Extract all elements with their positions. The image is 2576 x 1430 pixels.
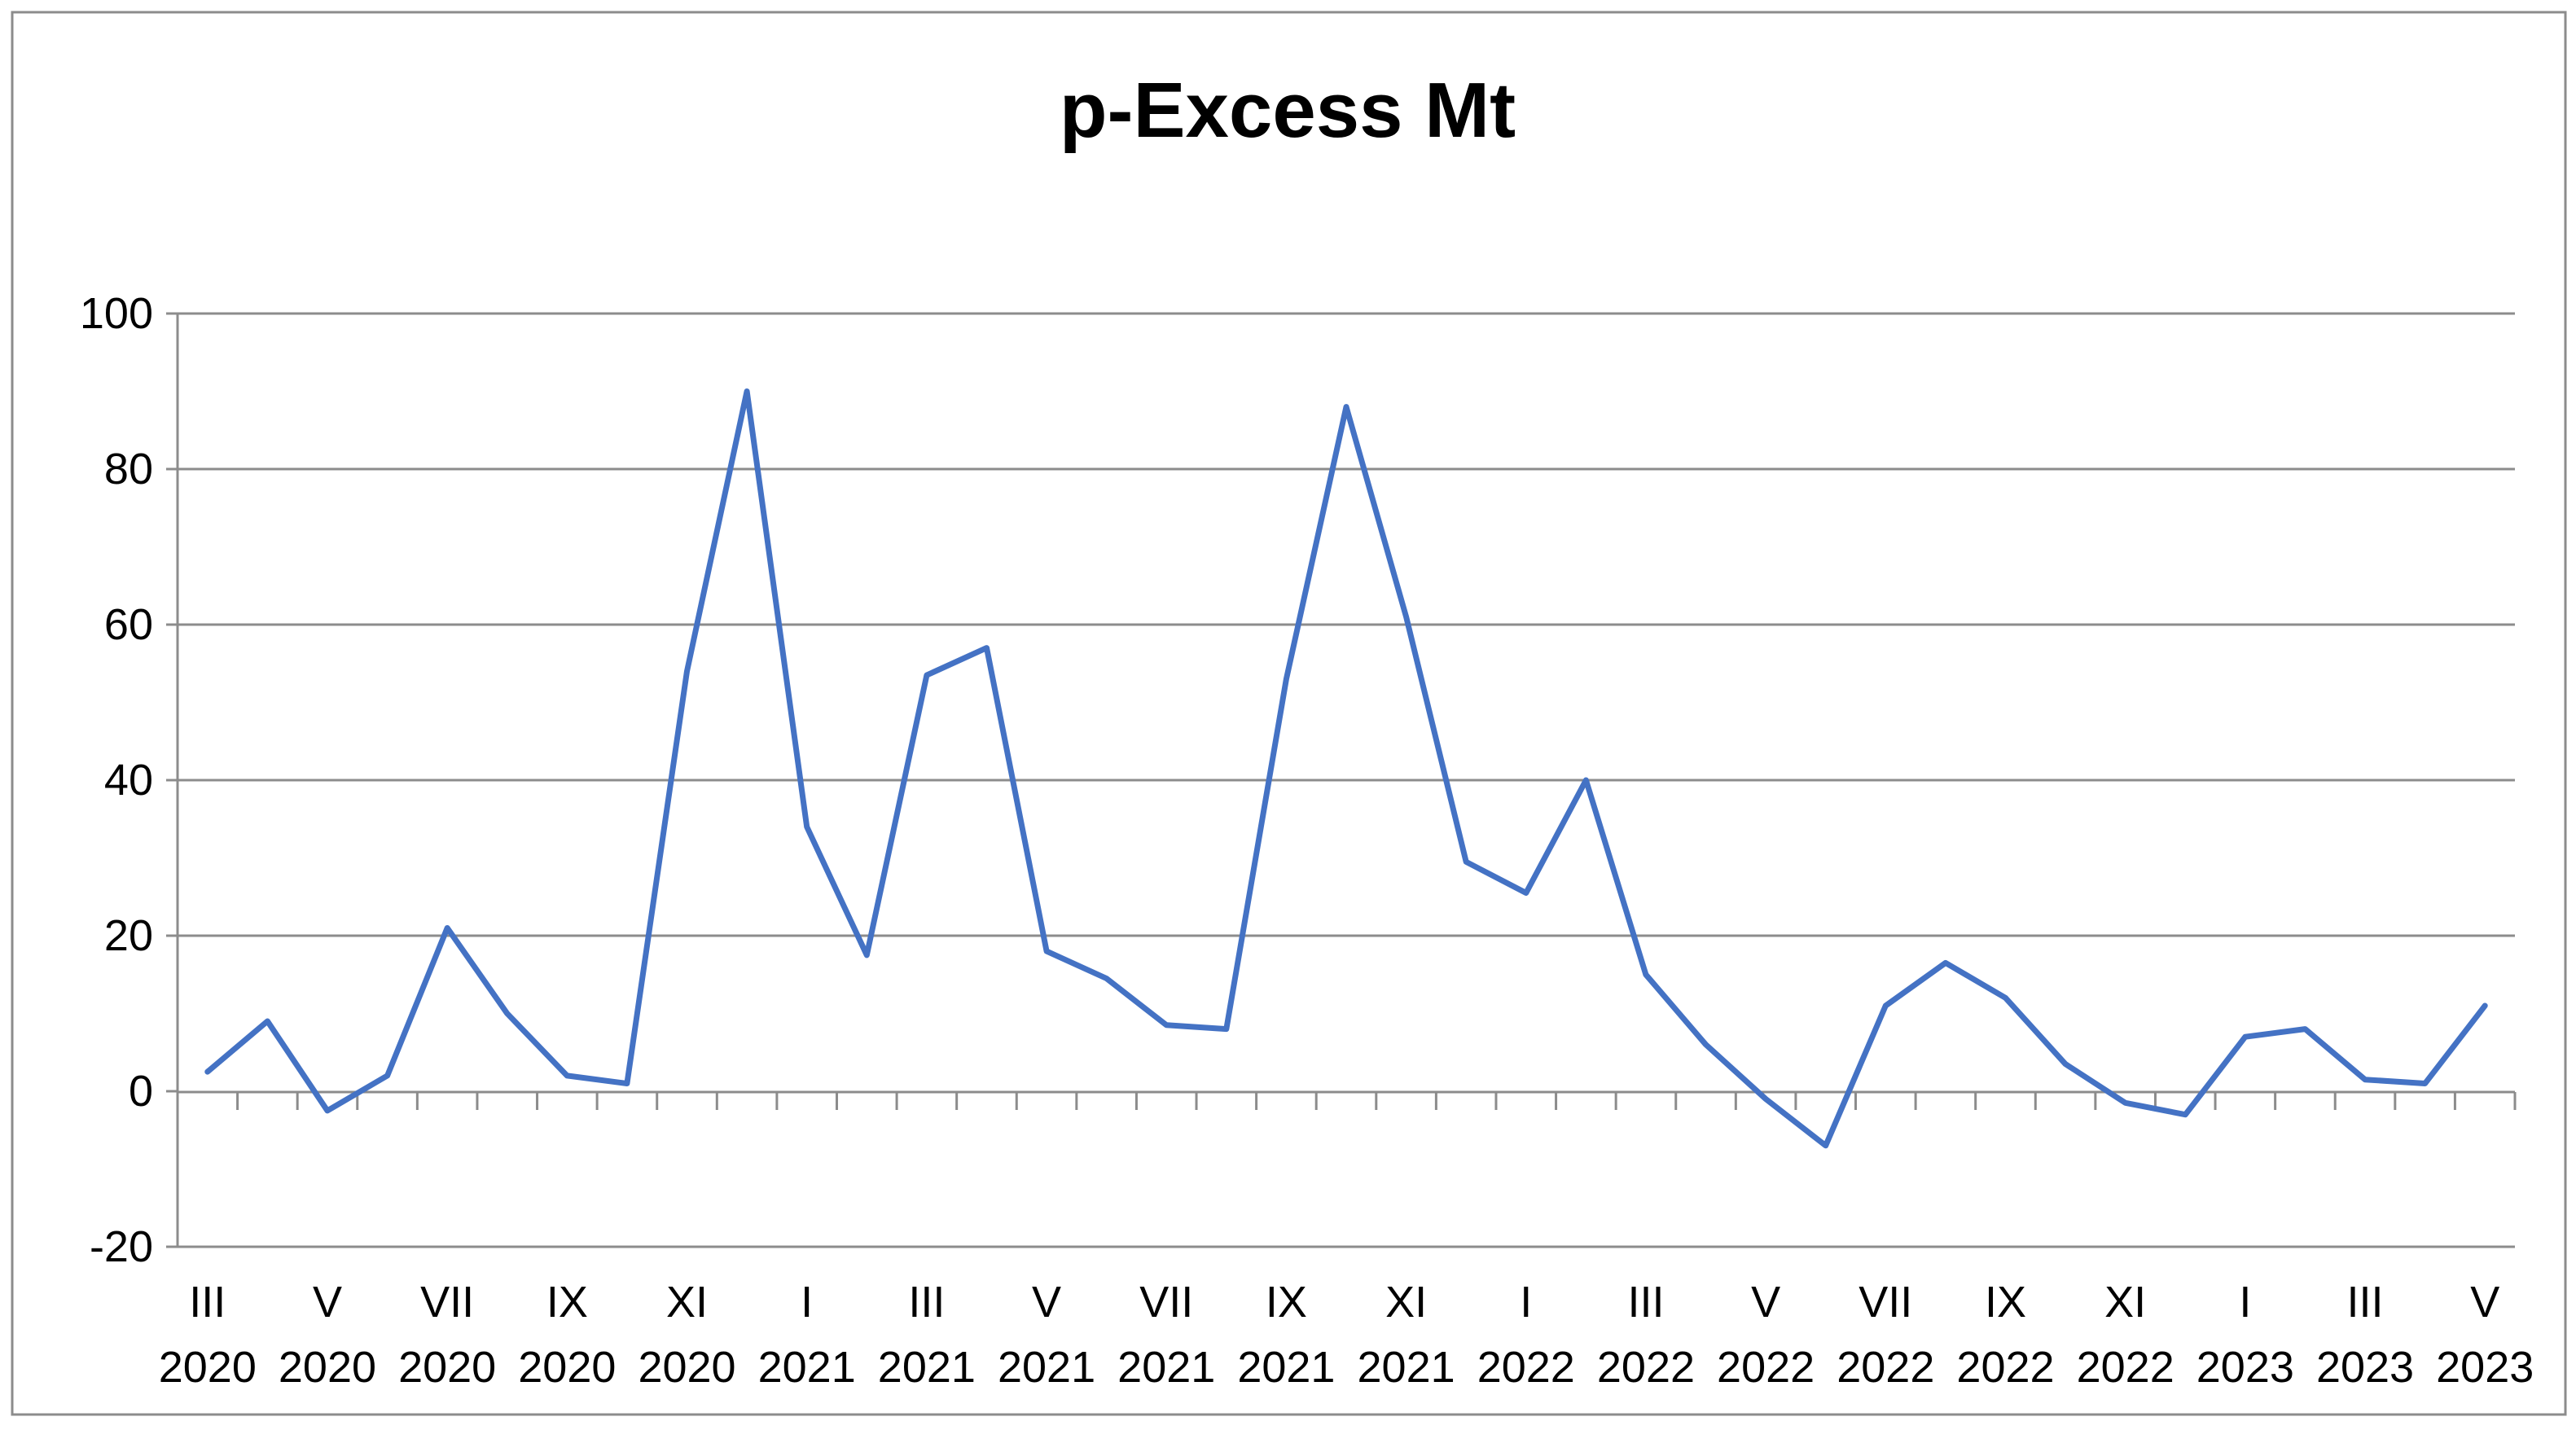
x-tick-label-year: 2021 xyxy=(1117,1343,1215,1392)
axes xyxy=(166,312,2517,1248)
x-tick-label-month: I xyxy=(801,1278,813,1327)
x-tick-label-year: 2023 xyxy=(2196,1343,2294,1392)
x-tick-label-year: 2021 xyxy=(878,1343,976,1392)
x-tick-label-month: XI xyxy=(1385,1278,1427,1327)
x-tick-label-year: 2022 xyxy=(1956,1343,2054,1392)
x-tick-labels: III2020V2020VII2020IX2020XI2020I2021III2… xyxy=(159,1278,2534,1392)
x-tick-label-year: 2022 xyxy=(1717,1343,1815,1392)
x-tick-label-year: 2021 xyxy=(1358,1343,1455,1392)
x-tick-label-year: 2021 xyxy=(1237,1343,1335,1392)
x-tick-label-month: V xyxy=(2470,1278,2499,1327)
x-tick-label-month: VII xyxy=(420,1278,474,1327)
x-tick-label-year: 2020 xyxy=(279,1343,376,1392)
y-tick-label: 40 xyxy=(104,756,153,805)
x-tick-label-year: 2021 xyxy=(758,1343,856,1392)
x-tick-label-year: 2022 xyxy=(1597,1343,1695,1392)
x-tick-label-year: 2022 xyxy=(1837,1343,1934,1392)
x-tick-label-month: XI xyxy=(666,1278,708,1327)
chart-border xyxy=(11,11,2567,1416)
series-layer xyxy=(204,388,2488,1149)
x-tick-label-month: I xyxy=(2239,1278,2251,1327)
y-tick-label: 0 xyxy=(129,1067,153,1116)
y-tick-labels: -20 0 20 40 60 80 100 xyxy=(80,289,153,1271)
x-tick-label-month: III xyxy=(908,1278,945,1327)
x-tick-label-month: XI xyxy=(2104,1278,2146,1327)
x-tick-label-month: V xyxy=(313,1278,342,1327)
y-tick-label: 20 xyxy=(104,911,153,960)
x-tick-label-year: 2020 xyxy=(159,1343,257,1392)
x-tick-label-month: III xyxy=(189,1278,226,1327)
series-line-0 xyxy=(204,388,2488,1149)
y-tick-label: 80 xyxy=(104,445,153,493)
y-tick-label: -20 xyxy=(90,1222,153,1271)
x-tick-label-year: 2021 xyxy=(998,1343,1095,1392)
y-tick-label: 60 xyxy=(104,600,153,649)
x-tick-label-year: 2020 xyxy=(398,1343,496,1392)
x-tick-label-year: 2022 xyxy=(2077,1343,2174,1392)
x-tick-label-month: VII xyxy=(1858,1278,1912,1327)
x-tick-label-month: IX xyxy=(1266,1278,1307,1327)
gridlines xyxy=(178,312,2515,1248)
x-tick-label-year: 2023 xyxy=(2436,1343,2534,1392)
x-tick-label-month: III xyxy=(2347,1278,2384,1327)
chart-title: p-Excess Mt xyxy=(1060,67,1516,154)
x-tick-label-month: V xyxy=(1751,1278,1780,1327)
x-tick-label-month: III xyxy=(1627,1278,1664,1327)
x-tick-label-month: IX xyxy=(1985,1278,2026,1327)
x-tick-label-year: 2022 xyxy=(1477,1343,1575,1392)
x-tick-label-year: 2020 xyxy=(518,1343,616,1392)
x-tick-label-month: I xyxy=(1520,1278,1532,1327)
x-tick-label-month: IX xyxy=(546,1278,588,1327)
x-tick-label-year: 2023 xyxy=(2316,1343,2414,1392)
y-tick-label: 100 xyxy=(80,289,153,338)
x-tick-label-month: VII xyxy=(1139,1278,1193,1327)
x-tick-label-year: 2020 xyxy=(638,1343,735,1392)
x-tick-label-month: V xyxy=(1032,1278,1061,1327)
